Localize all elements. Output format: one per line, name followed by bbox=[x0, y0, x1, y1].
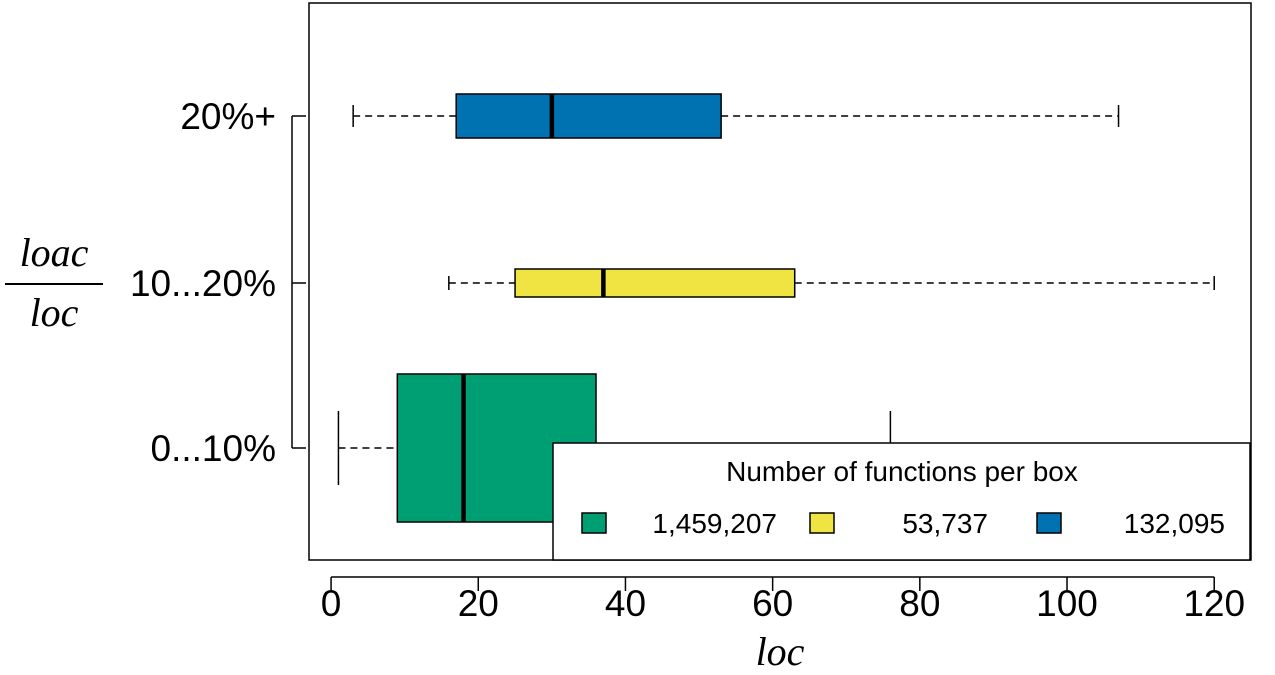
box-group-2 bbox=[448, 268, 1215, 298]
y-tick-label: 10...20% bbox=[130, 263, 276, 304]
legend-swatch bbox=[809, 512, 835, 534]
y-axis-title: loac loc bbox=[5, 230, 103, 335]
legend-swatch bbox=[1036, 512, 1062, 534]
y-tick-label: 0...10% bbox=[151, 428, 276, 469]
box bbox=[455, 93, 722, 139]
legend-box bbox=[552, 442, 1251, 561]
legend: Number of functions per box 1,459,207 53,… bbox=[552, 442, 1251, 561]
x-tick-label: 0 bbox=[321, 583, 342, 624]
x-tick-label: 40 bbox=[605, 583, 646, 624]
x-tick-label: 80 bbox=[899, 583, 940, 624]
y-axis: 0...10% 10...20% 20%+ bbox=[130, 96, 306, 469]
x-tick-label: 60 bbox=[752, 583, 793, 624]
legend-item-3: 132,095 bbox=[1036, 508, 1225, 539]
box bbox=[514, 268, 796, 298]
x-tick-label: 100 bbox=[1036, 583, 1098, 624]
y-axis-title-numerator: loac bbox=[20, 230, 89, 275]
legend-item-1: 1,459,207 bbox=[581, 508, 777, 539]
legend-items: 1,459,207 53,737 132,095 bbox=[581, 508, 1225, 539]
x-tick-label: 20 bbox=[458, 583, 499, 624]
legend-swatch bbox=[581, 512, 607, 534]
legend-count: 1,459,207 bbox=[652, 508, 777, 539]
legend-item-2: 53,737 bbox=[809, 508, 988, 539]
legend-count: 53,737 bbox=[902, 508, 988, 539]
y-axis-title-denominator: loc bbox=[30, 290, 79, 335]
legend-count: 132,095 bbox=[1124, 508, 1225, 539]
x-tick-label: 120 bbox=[1183, 583, 1245, 624]
box-group-3 bbox=[352, 93, 1120, 139]
x-axis-title: loc bbox=[756, 629, 805, 674]
x-axis: 0 20 40 60 80 100 120 bbox=[321, 576, 1245, 624]
legend-title: Number of functions per box bbox=[726, 456, 1078, 487]
y-tick-label: 20%+ bbox=[180, 96, 276, 137]
